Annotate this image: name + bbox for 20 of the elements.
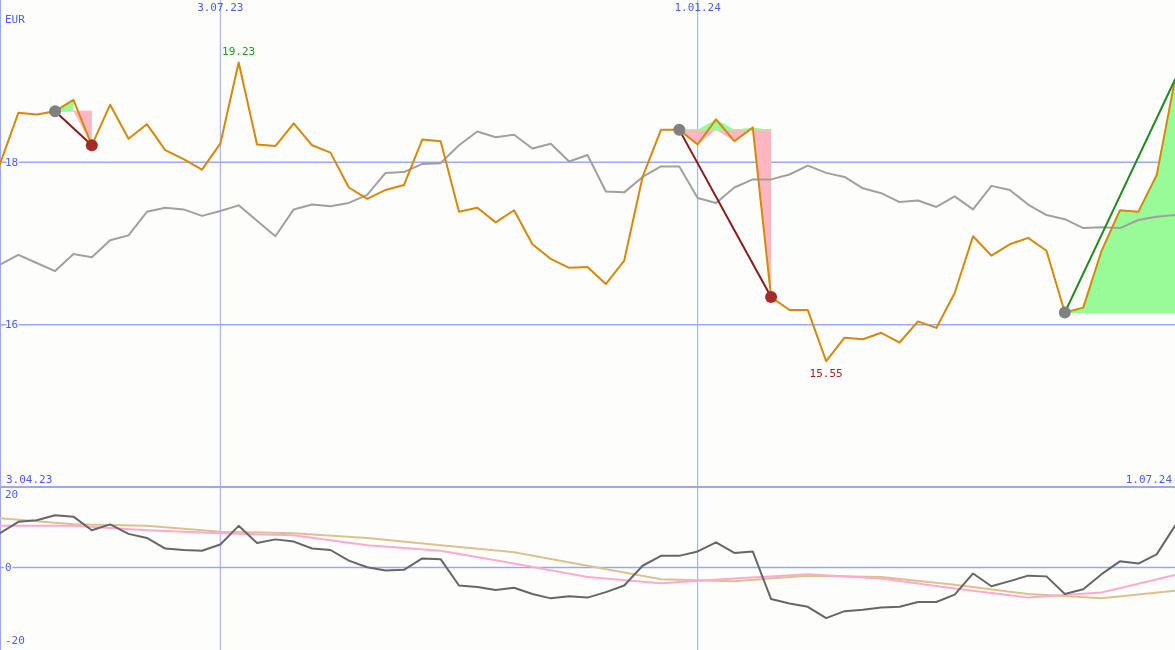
y-tick-label: -20: [5, 634, 25, 648]
annotation: 1.07.24: [1125, 473, 1173, 486]
annotation: 3.04.23: [6, 473, 53, 486]
point: [765, 291, 778, 304]
y-tick-label: 20: [5, 487, 19, 501]
y-tick-label: 0: [5, 561, 12, 575]
y-tick-label: 18: [5, 155, 19, 169]
x-tick-label: 3.07.23: [197, 1, 244, 14]
annotation: 15.55: [809, 367, 843, 381]
line-series: [0, 514, 1175, 620]
point: [85, 139, 98, 152]
y-tick-label: 16: [5, 318, 19, 332]
line-series: [0, 130, 1175, 273]
point: [1058, 306, 1071, 319]
point: [49, 105, 62, 118]
line-series: [0, 61, 1175, 363]
x-tick-label: 1.01.24: [674, 1, 722, 14]
annotation: 19.23: [222, 45, 256, 59]
y-axis-title: EUR: [5, 13, 26, 26]
point: [673, 123, 686, 136]
